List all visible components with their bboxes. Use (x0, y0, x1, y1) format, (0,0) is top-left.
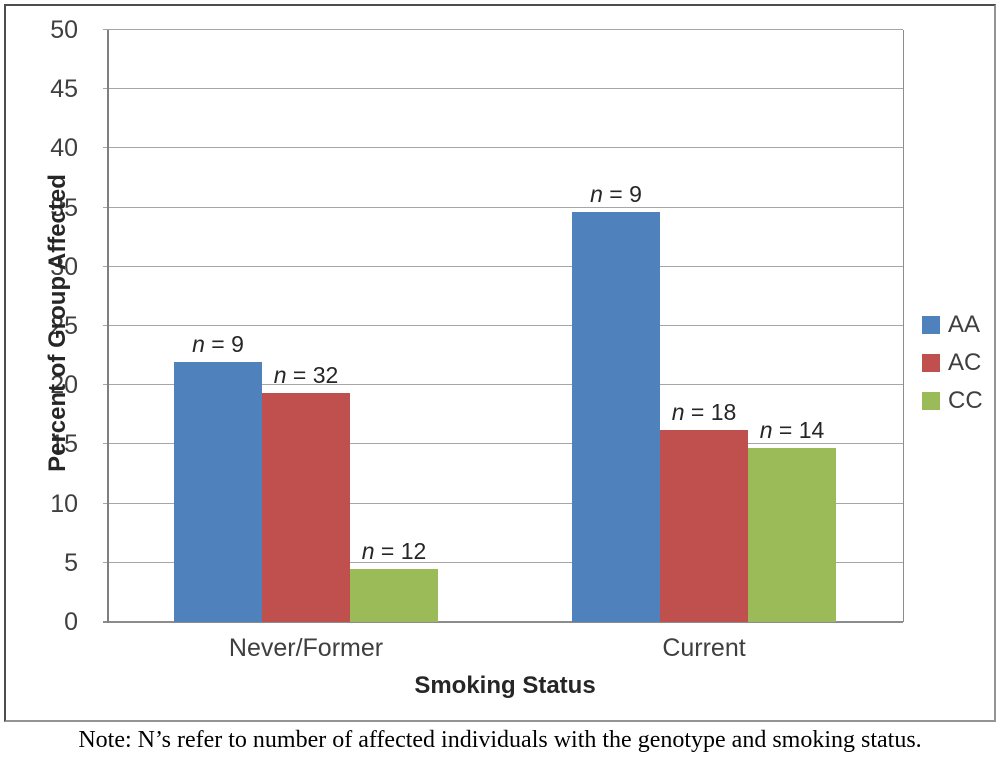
legend-item-aa: AA (922, 306, 983, 344)
bar-count-label: n = 14 (759, 416, 825, 443)
gridline (103, 29, 903, 30)
gridline (103, 88, 903, 90)
bar-aa-1 (572, 212, 660, 622)
legend-label: AC (948, 349, 982, 376)
legend-label: AA (948, 311, 981, 338)
legend-item-cc: CC (922, 382, 983, 420)
x-category-label: Never/Former (228, 634, 384, 662)
gridline (103, 206, 903, 208)
y-tick-label: 10 (50, 489, 78, 518)
y-tick-label: 0 (64, 608, 78, 636)
bar-count-label: n = 32 (273, 362, 339, 389)
bar-ac-0 (262, 393, 350, 622)
legend-label: CC (948, 387, 983, 414)
gridline (103, 384, 903, 386)
x-category-label: Current (662, 634, 746, 662)
legend-swatch-aa (922, 316, 940, 334)
legend-swatch-cc (922, 392, 940, 410)
y-tick-label: 50 (50, 16, 78, 44)
legend-swatch-ac (922, 354, 940, 372)
y-tick-label: 5 (64, 548, 78, 577)
bar-cc-0 (350, 568, 438, 622)
chart-frame: 0 5 10 15 20 25 30 35 40 45 50 n = 9 n = 32 n = 12 Nev… (4, 4, 996, 722)
gridline (103, 265, 903, 267)
plot-right-border (903, 30, 904, 622)
bar-ac-1 (660, 430, 748, 622)
y-axis-line (107, 30, 109, 623)
legend-item-ac: AC (922, 344, 983, 382)
legend: AA AC CC (922, 306, 983, 420)
y-axis-title: Percent of Group Affected (44, 174, 71, 472)
y-tick-label: 35 (50, 193, 78, 222)
bar-count-label: n = 18 (671, 399, 737, 426)
gridline (103, 561, 903, 563)
y-tick-label: 40 (50, 134, 78, 163)
figure-note: Note: N’s refer to number of affected in… (78, 727, 922, 753)
bar-count-label: n = 9 (192, 330, 244, 357)
x-axis-line (103, 621, 903, 623)
gridline (103, 325, 903, 326)
bar-cc-1 (748, 447, 836, 622)
x-axis-title: Smoking Status (414, 672, 596, 699)
y-tick-label: 20 (50, 371, 78, 400)
y-tick-label: 30 (50, 252, 78, 281)
y-tick-label: 45 (50, 75, 78, 104)
y-tick-label: 15 (50, 430, 78, 459)
bar-count-label: n = 9 (590, 181, 642, 208)
gridline (103, 147, 903, 149)
gridline (103, 443, 903, 445)
bar-count-label: n = 12 (361, 537, 427, 564)
y-tick-label: 25 (50, 312, 78, 340)
bar-aa-0 (174, 361, 262, 622)
gridline (103, 502, 903, 504)
